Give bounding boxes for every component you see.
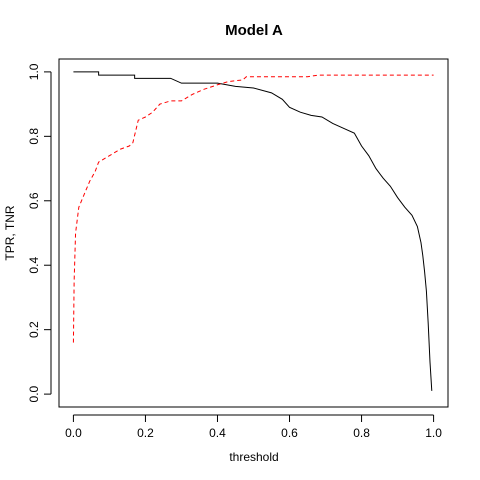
x-tick-label: 1.0 <box>425 426 442 440</box>
x-tick-label: 0.4 <box>209 426 226 440</box>
y-tick-label: 0.2 <box>27 321 41 338</box>
x-tick-label: 0.6 <box>281 426 298 440</box>
plot-frame <box>58 58 449 408</box>
x-axis-label: threshold <box>229 450 278 464</box>
y-axis-label: TPR, TNR <box>3 205 17 260</box>
y-tick-label: 0.6 <box>27 192 41 209</box>
chart-title: Model A <box>225 22 283 39</box>
series-layer <box>72 71 434 391</box>
y-tick-label: 1.0 <box>27 63 41 80</box>
x-axis: 0.0 0.2 0.4 0.6 0.8 1.0 <box>65 414 442 440</box>
series-line-1 <box>73 71 433 391</box>
y-axis: 0.0 0.2 0.4 0.6 0.8 1.0 <box>27 63 52 402</box>
x-tick-label: 0.8 <box>353 426 370 440</box>
y-tick-label: 0.4 <box>27 257 41 274</box>
y-tick-label: 0.0 <box>27 385 41 402</box>
y-tick-label: 0.8 <box>27 128 41 145</box>
x-tick-label: 0.0 <box>65 426 82 440</box>
x-tick-label: 0.2 <box>137 426 154 440</box>
series-line-2 <box>72 74 434 343</box>
